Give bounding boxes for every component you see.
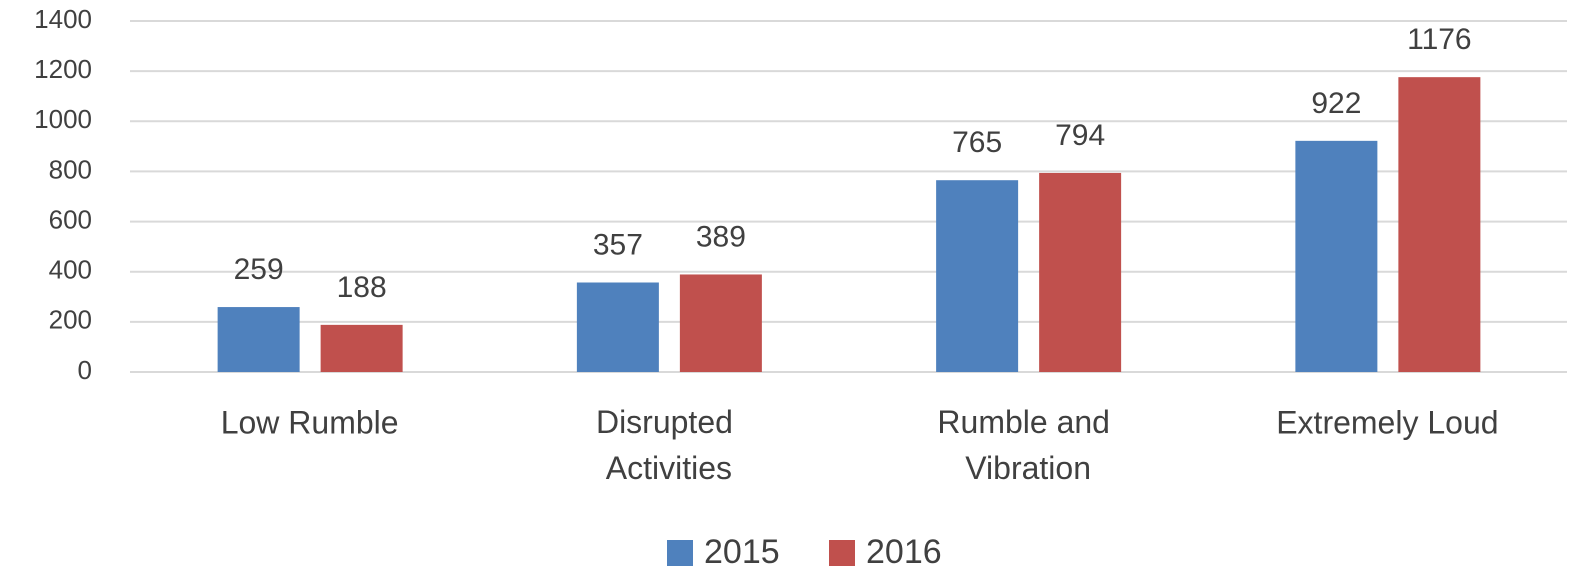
bar	[1295, 140, 1378, 372]
x-tick-label: Low Rumble	[221, 404, 399, 440]
bar	[576, 282, 659, 372]
bar	[1039, 172, 1122, 372]
data-label: 794	[1055, 119, 1105, 152]
y-tick-label: 800	[49, 154, 92, 184]
x-tick-line: Activities	[606, 450, 732, 486]
y-tick-label: 0	[78, 355, 92, 385]
data-label: 1176	[1407, 23, 1472, 56]
data-label: 389	[696, 220, 746, 253]
x-tick-label: Rumble and Vibration	[937, 404, 1118, 486]
data-label: 188	[337, 271, 387, 304]
x-tick-line: Disrupted	[596, 404, 742, 440]
bar	[320, 324, 403, 372]
legend-swatch	[667, 540, 693, 566]
y-tick-label: 200	[49, 305, 92, 335]
legend-label: 2016	[866, 533, 942, 571]
y-tick-label: 1000	[34, 104, 92, 134]
y-tick-label: 400	[49, 255, 92, 285]
data-label: 765	[952, 126, 1002, 159]
bar	[1398, 77, 1481, 372]
x-tick-line: Vibration	[965, 450, 1091, 486]
x-tick-label: Disrupted Activities	[596, 404, 742, 486]
y-tick-label: 600	[49, 204, 92, 234]
y-tick-label: 1200	[34, 54, 92, 84]
legend-label: 2015	[704, 533, 780, 571]
x-tick-label: Extremely Loud	[1276, 404, 1498, 440]
bar	[217, 307, 300, 372]
data-label: 357	[593, 228, 643, 261]
legend-swatch	[829, 540, 855, 566]
bar	[936, 180, 1019, 372]
data-label: 922	[1311, 87, 1361, 120]
data-label: 259	[234, 253, 284, 286]
x-tick-line: Rumble and	[937, 404, 1118, 440]
bar	[679, 274, 762, 372]
y-tick-label: 1400	[34, 4, 92, 34]
